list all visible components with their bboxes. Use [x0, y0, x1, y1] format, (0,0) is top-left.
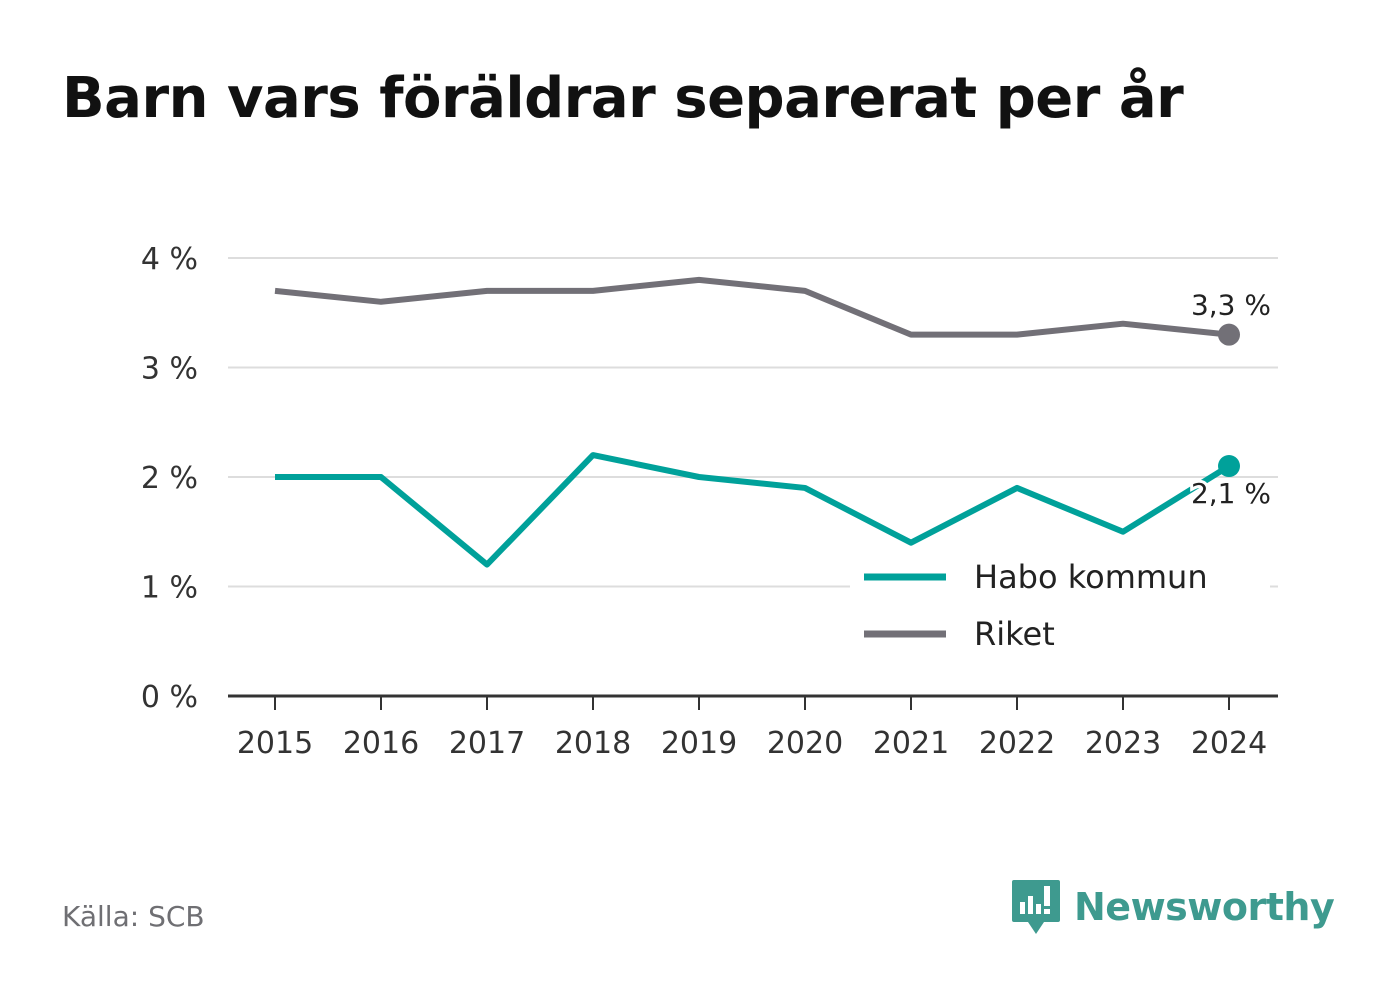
gridlines: [228, 257, 1278, 588]
brand-name: Newsworthy: [1074, 885, 1335, 929]
end-value-label: 3,3 %: [1191, 289, 1271, 322]
x-tick-label: 2022: [979, 726, 1055, 761]
y-axis-ticks: 0 % 1 % 2 % 3 % 4 %: [141, 242, 198, 715]
x-axis-ticks: 2015 2016 2017 2018 2019 2020 2021 2022 2023 2024: [237, 696, 1267, 761]
y-tick-label: 0 %: [141, 680, 198, 715]
x-tick-label: 2016: [343, 726, 419, 761]
x-tick-label: 2020: [767, 726, 843, 761]
end-value-label: 2,1 %: [1191, 477, 1271, 510]
legend-label: Riket: [974, 615, 1055, 653]
y-tick-label: 2 %: [141, 461, 198, 496]
source-note: Källa: SCB: [62, 900, 205, 933]
end-point-marker: [1218, 455, 1240, 478]
legend: Habo kommun Riket: [850, 548, 1270, 660]
x-tick-label: 2015: [237, 726, 313, 761]
x-tick-label: 2019: [661, 726, 737, 761]
end-labels: 2,1 % 3,3 %: [1188, 286, 1274, 513]
brand-logo: Newsworthy: [1010, 878, 1335, 936]
newsworthy-logo-icon: [1012, 880, 1060, 934]
chart-title: Barn vars föräldrar separerat per år: [62, 66, 1184, 131]
series-line-habo-kommun: [275, 452, 1231, 568]
x-tick-label: 2024: [1191, 726, 1267, 761]
x-tick-label: 2017: [449, 726, 525, 761]
end-point-marker: [1218, 323, 1240, 346]
legend-label: Habo kommun: [974, 558, 1208, 596]
legend-background: [850, 548, 1270, 660]
x-tick-label: 2023: [1085, 726, 1161, 761]
x-tick-label: 2021: [873, 726, 949, 761]
x-tick-label: 2018: [555, 726, 631, 761]
series-lines: [274, 276, 1240, 568]
y-tick-label: 3 %: [141, 352, 198, 387]
y-tick-label: 1 %: [141, 571, 198, 606]
series-line-riket: [274, 276, 1230, 338]
y-tick-label: 4 %: [141, 242, 198, 277]
